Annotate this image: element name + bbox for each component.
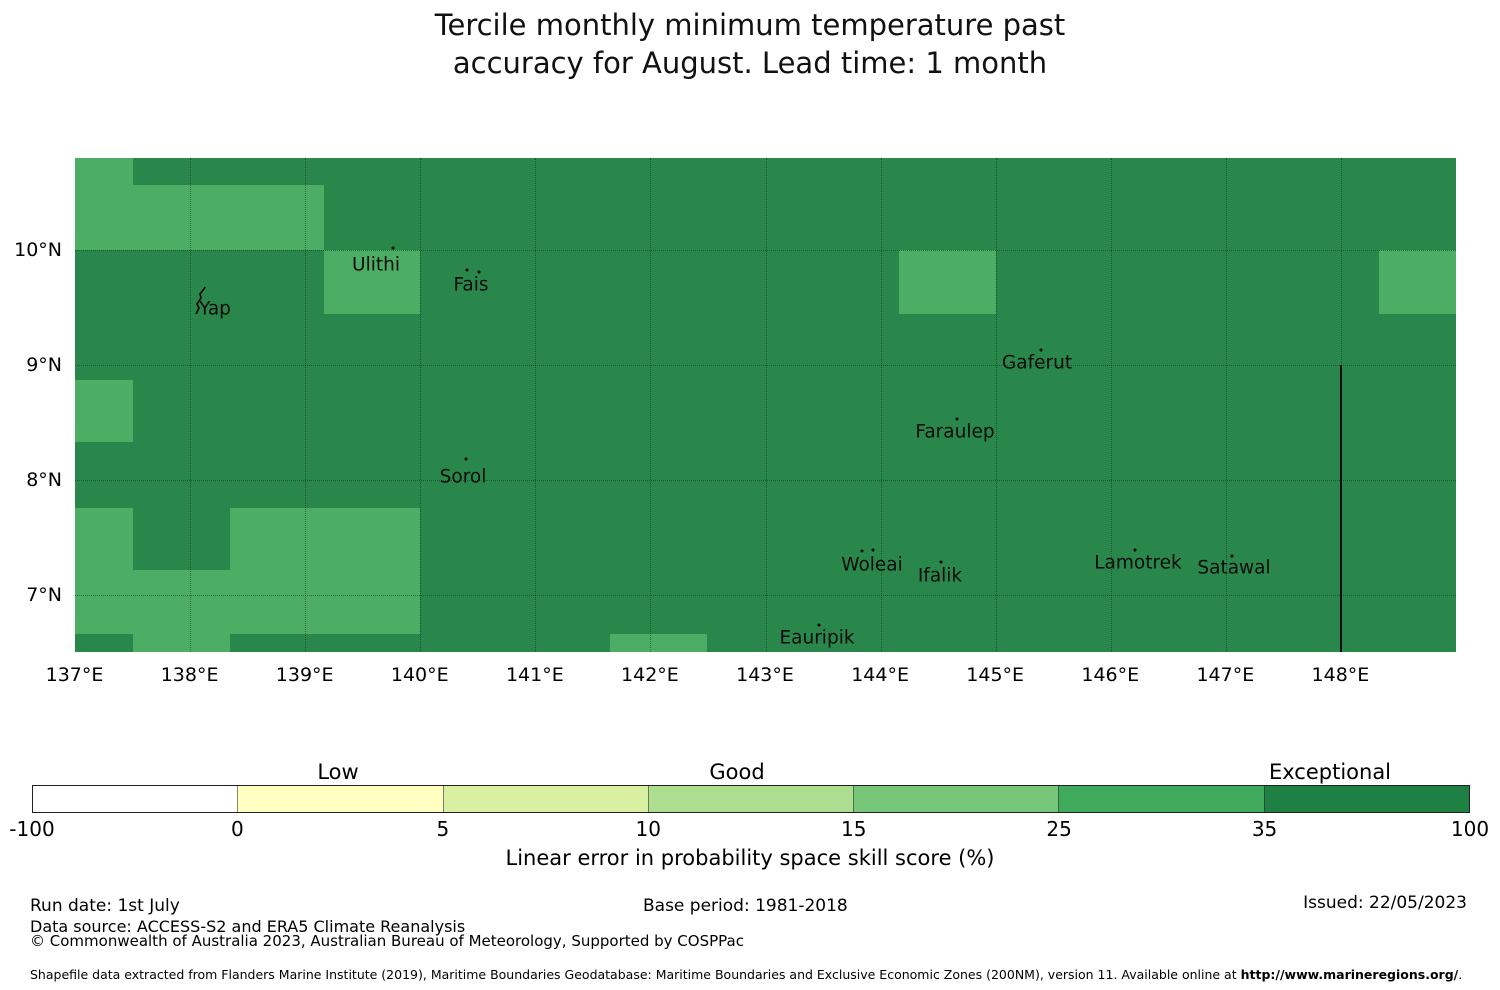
island-marker-woleai <box>871 548 875 552</box>
island-label-woleai: Woleai <box>841 554 903 576</box>
skill-region-25-35 <box>899 249 996 314</box>
island-marker-fais <box>477 270 481 274</box>
y-tick-label: 7°N <box>26 583 62 606</box>
skill-region-25-35 <box>75 570 421 634</box>
x-tick-label: 148°E <box>1311 664 1370 686</box>
graticule-parallel <box>75 249 1456 251</box>
island-label-lamotrek: Lamotrek <box>1094 552 1182 574</box>
y-tick-label: 10°N <box>14 238 62 261</box>
x-tick-label: 141°E <box>505 664 564 686</box>
shapefile-attribution-url: http://www.marineregions.org/ <box>1240 967 1459 982</box>
graticule-meridian <box>1110 158 1112 652</box>
colorbar-category-good: Good <box>709 760 765 784</box>
graticule-meridian <box>420 158 422 652</box>
island-marker-gaferut <box>1039 348 1043 352</box>
graticule-meridian <box>650 158 652 652</box>
colorbar-category-low: Low <box>317 760 359 784</box>
graticule-parallel <box>75 364 1456 366</box>
colorbar-segment-15-to-25 <box>853 786 1059 812</box>
island-marker-ulithi <box>391 246 395 250</box>
base-period-text: Base period: 1981-2018 <box>643 896 848 916</box>
colorbar-tick--100: -100 <box>9 817 55 841</box>
skill-region-25-35 <box>230 507 421 571</box>
colorbar-tick-0: 0 <box>231 817 244 841</box>
island-marker-sorol <box>464 457 468 461</box>
colorbar-segment-10-to-15 <box>647 786 854 812</box>
colorbar-segment-35-to-100 <box>1263 786 1469 812</box>
skill-region-25-35 <box>75 379 133 443</box>
colorbar-tick-100: 100 <box>1450 817 1490 841</box>
graticule-meridian <box>765 158 767 652</box>
island-label-yap: Yap <box>199 298 231 320</box>
island-label-ifalik: Ifalik <box>917 565 963 587</box>
run-date-text: Run date: 1st July <box>30 896 180 916</box>
island-marker-satawal <box>1230 554 1234 558</box>
colorbar <box>32 785 1470 813</box>
skill-region-25-35 <box>1378 249 1456 314</box>
issued-date-text: Issued: 22/05/2023 <box>1303 893 1467 913</box>
y-tick-label: 9°N <box>26 353 62 376</box>
island-marker-faraulep <box>955 417 959 421</box>
figure-title: Tercile monthly minimum temperature past… <box>0 6 1500 82</box>
island-label-gaferut: Gaferut <box>1001 352 1073 374</box>
copyright-text: © Commonwealth of Australia 2023, Austra… <box>30 932 744 950</box>
x-tick-label: 140°E <box>390 664 449 686</box>
data-source-text: Data source: ACCESS-S2 and ERA5 Climate … <box>30 917 466 936</box>
colorbar-segment-0-to-5 <box>237 786 443 812</box>
island-outline-yap <box>193 286 209 320</box>
figure-title-line1: Tercile monthly minimum temperature past <box>434 8 1066 42</box>
x-tick-label: 138°E <box>160 664 219 686</box>
island-label-sorol: Sorol <box>439 466 487 488</box>
colorbar-category-exceptional: Exceptional <box>1268 760 1392 784</box>
colorbar-tick-10: 10 <box>635 817 662 841</box>
graticule-parallel <box>75 594 1456 596</box>
graticule-meridian <box>535 158 537 652</box>
island-label-satawal: Satawal <box>1197 557 1271 579</box>
skill-map: Yap Ulithi Fais Sorol Gaferut Faraulep Woleai I… <box>75 158 1456 652</box>
skill-region-25-35 <box>324 249 421 314</box>
graticule-parallel <box>75 479 1456 481</box>
skill-region-25-35 <box>75 158 133 185</box>
colorbar-segment-25-to-35 <box>1058 786 1264 812</box>
x-tick-label: 137°E <box>45 664 104 686</box>
island-label-faraulep: Faraulep <box>915 421 995 443</box>
eez-boundary-line <box>1339 364 1342 652</box>
x-tick-label: 139°E <box>275 664 334 686</box>
colorbar-tick-15: 15 <box>840 817 867 841</box>
graticule-meridian <box>190 158 192 652</box>
colorbar-tick-25: 25 <box>1046 817 1072 841</box>
graticule-meridian <box>995 158 997 652</box>
x-tick-label: 143°E <box>736 664 794 686</box>
shapefile-attribution-pre: Shapefile data extracted from Flanders M… <box>30 967 1241 982</box>
colorbar-tick-35: 35 <box>1251 817 1278 841</box>
island-marker-fais <box>465 268 469 272</box>
island-marker-eauripik <box>817 623 821 627</box>
shapefile-attribution-text: Shapefile data extracted from Flanders M… <box>30 967 1462 982</box>
island-marker-lamotrek <box>1133 548 1137 552</box>
graticule-meridian <box>1225 158 1227 652</box>
colorbar-caption: Linear error in probability space skill … <box>505 846 995 870</box>
island-label-fais: Fais <box>453 274 489 296</box>
graticule-meridian <box>305 158 307 652</box>
island-marker-ifalik <box>939 560 943 564</box>
colorbar-tick-5: 5 <box>436 817 450 841</box>
y-tick-label: 8°N <box>26 468 62 491</box>
island-label-eauripik: Eauripik <box>779 627 855 649</box>
x-tick-label: 145°E <box>966 664 1025 686</box>
island-label-ulithi: Ulithi <box>352 254 400 276</box>
island-marker-woleai <box>860 549 864 553</box>
colorbar-segment-5-to-10 <box>442 786 648 812</box>
figure-title-line2: accuracy for August. Lead time: 1 month <box>452 46 1048 80</box>
shapefile-attribution-post: . <box>1458 967 1463 982</box>
x-tick-label: 142°E <box>621 664 679 686</box>
skill-region-25-35 <box>132 633 230 652</box>
skill-region-25-35 <box>75 184 325 250</box>
x-tick-label: 146°E <box>1081 664 1140 686</box>
colorbar-segment--100-to-0 <box>33 786 238 812</box>
x-tick-label: 144°E <box>851 664 909 686</box>
graticule-meridian <box>880 158 882 652</box>
x-tick-label: 147°E <box>1196 664 1255 686</box>
skill-region-25-35 <box>610 633 708 652</box>
